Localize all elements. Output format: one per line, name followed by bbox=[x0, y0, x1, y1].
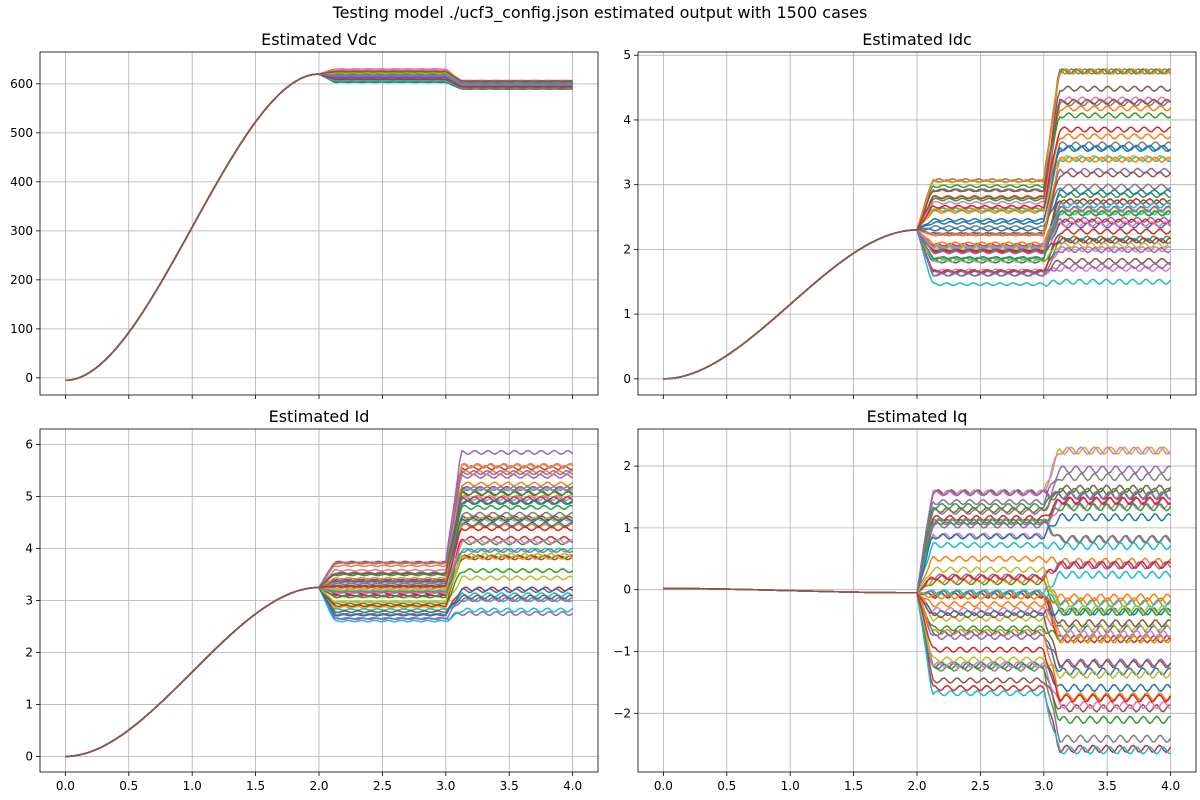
y-tick-label: 100 bbox=[10, 322, 33, 336]
y-tick-label: −1 bbox=[613, 644, 631, 658]
y-tick-label: 1 bbox=[623, 521, 631, 535]
grid-lines bbox=[40, 52, 598, 395]
y-tick-label: 1 bbox=[623, 307, 631, 321]
x-tick-label: 2.5 bbox=[373, 779, 392, 793]
x-tick-label: 3.5 bbox=[500, 779, 519, 793]
x-tick-label: 0.0 bbox=[56, 779, 75, 793]
y-tick-label: 0 bbox=[25, 371, 33, 385]
y-tick-label: 6 bbox=[25, 438, 33, 452]
x-tick-label: 1.0 bbox=[183, 779, 202, 793]
y-tick-label: 2 bbox=[25, 645, 33, 659]
x-tick-label: 1.5 bbox=[246, 779, 265, 793]
y-tick-label: 4 bbox=[25, 542, 33, 556]
x-tick-label: 1.5 bbox=[844, 779, 863, 793]
series-group bbox=[663, 68, 1172, 380]
y-tick-label: 300 bbox=[10, 224, 33, 238]
y-tick-label: 0 bbox=[25, 749, 33, 763]
y-tick-label: 5 bbox=[25, 490, 33, 504]
x-tick-label: 2.0 bbox=[309, 779, 328, 793]
y-tick-label: 3 bbox=[623, 178, 631, 192]
series-line bbox=[663, 587, 1172, 669]
figure-suptitle: Testing model ./ucf3_config.json estimat… bbox=[332, 3, 868, 23]
series-line bbox=[65, 70, 573, 382]
panel-estimated-iq: Estimated Iq 0.0 0.5 1.0 1.5 2.0 2.5 3.0 3.5 4.0… bbox=[613, 407, 1197, 793]
series-group bbox=[663, 446, 1172, 755]
panel-estimated-vdc: Estimated Vdc 0 100 200 300 400 500 600 bbox=[10, 30, 599, 399]
x-tick-label: 1.0 bbox=[781, 779, 800, 793]
x-tick-label: 0.5 bbox=[717, 779, 736, 793]
y-tick-label: 600 bbox=[10, 77, 33, 91]
panel-title: Estimated Idc bbox=[862, 30, 972, 49]
series-group bbox=[65, 449, 574, 758]
panel-estimated-id: Estimated Id 0.0 0.5 1.0 1.5 2.0 2.5 3.0 3.5 4.0… bbox=[25, 407, 599, 793]
panel-title: Estimated Id bbox=[269, 407, 370, 426]
series-group bbox=[65, 68, 573, 382]
y-tick-label: 3 bbox=[25, 594, 33, 608]
x-tick-label: 2.5 bbox=[971, 779, 990, 793]
y-tick-label: 1 bbox=[25, 697, 33, 711]
x-tick-label: 0.5 bbox=[119, 779, 138, 793]
y-tick-label: 0 bbox=[623, 583, 631, 597]
grid-lines bbox=[638, 52, 1196, 395]
x-tick-label: 3.5 bbox=[1098, 779, 1117, 793]
y-tick-label: 4 bbox=[623, 113, 631, 127]
x-tick-label: 4.0 bbox=[563, 779, 582, 793]
y-tick-label: 0 bbox=[623, 372, 631, 386]
panel-title: Estimated Iq bbox=[867, 407, 968, 426]
series-line bbox=[663, 85, 1172, 380]
x-tick-label: 4.0 bbox=[1161, 779, 1180, 793]
y-tick-label: 400 bbox=[10, 175, 33, 189]
x-tick-label: 2.0 bbox=[907, 779, 926, 793]
y-tick-label: −2 bbox=[613, 706, 631, 720]
y-tick-label: 5 bbox=[623, 48, 631, 62]
panel-estimated-idc: Estimated Idc 0 1 2 3 4 5 bbox=[623, 30, 1197, 399]
y-tick-label: 2 bbox=[623, 459, 631, 473]
series-line bbox=[65, 495, 574, 758]
x-tick-label: 0.0 bbox=[654, 779, 673, 793]
x-tick-label: 3.0 bbox=[1034, 779, 1053, 793]
y-tick-label: 500 bbox=[10, 126, 33, 140]
x-tick-label: 3.0 bbox=[436, 779, 455, 793]
y-tick-label: 2 bbox=[623, 242, 631, 256]
y-tick-label: 200 bbox=[10, 273, 33, 287]
panel-title: Estimated Vdc bbox=[261, 30, 377, 49]
